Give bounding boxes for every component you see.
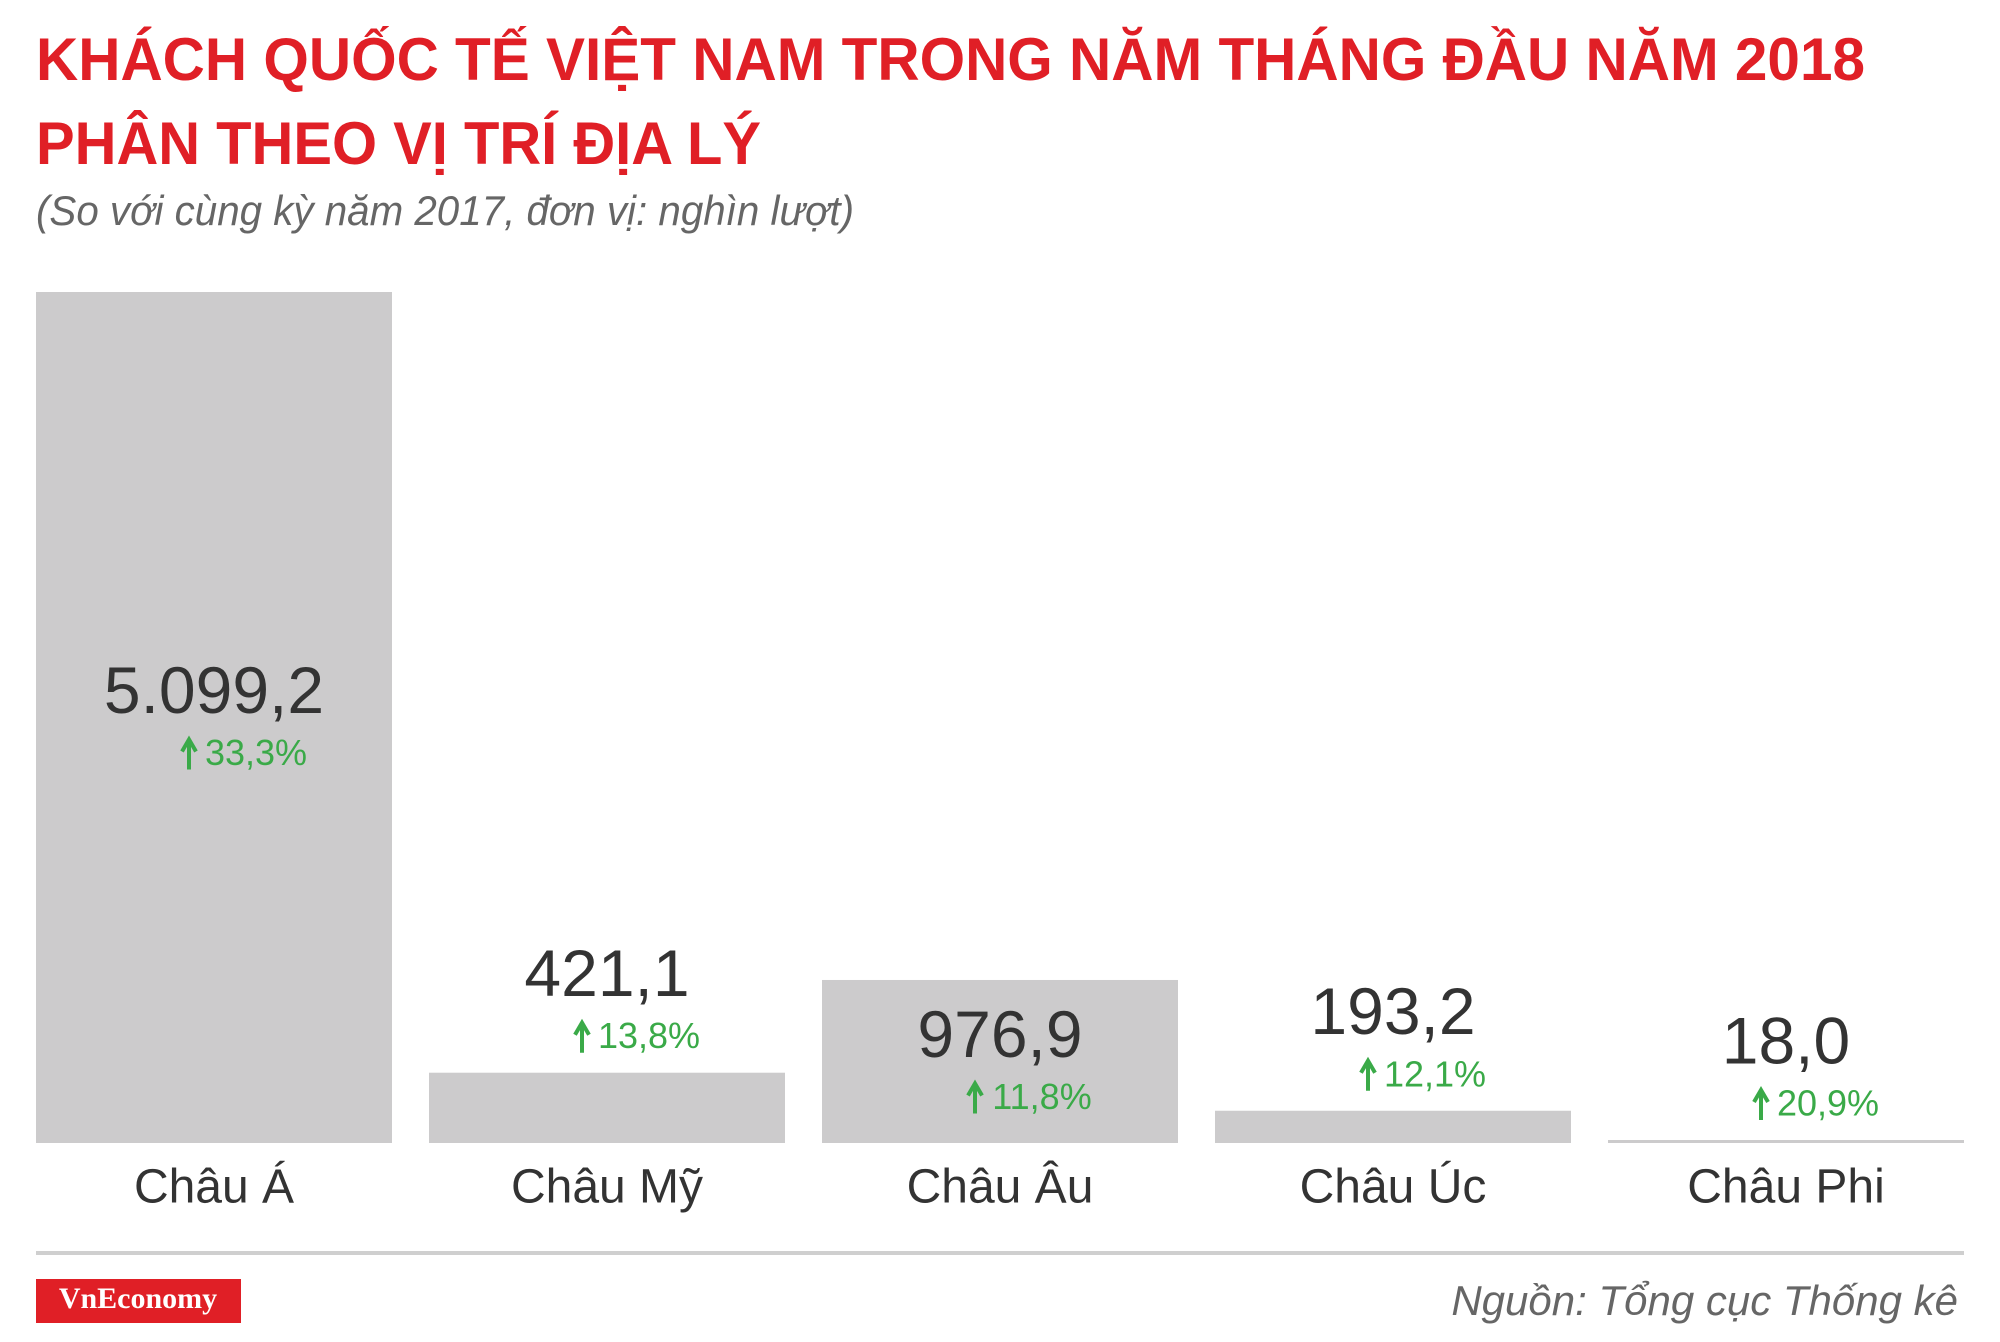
x-tick-label: Châu Phi (1687, 1161, 1884, 1214)
change-label: 33,3% (205, 732, 307, 773)
logo: VnEconomy (59, 1282, 217, 1315)
up-arrow (966, 1079, 984, 1114)
bar (1608, 1139, 1964, 1143)
logo-box (36, 1279, 241, 1323)
source: Nguồn: Tổng cục Thống kê (1451, 1277, 1958, 1324)
value-label: 976,9 (917, 997, 1082, 1071)
bar (822, 979, 1178, 1143)
change-label: 11,8% (992, 1076, 1091, 1117)
bar (36, 292, 392, 1143)
x-tick-label: Châu Âu (907, 1161, 1094, 1214)
change-label: 13,8% (598, 1015, 700, 1056)
up-arrow (573, 1018, 591, 1053)
x-tick-label: Châu Á (134, 1161, 294, 1214)
bar (1215, 1110, 1571, 1143)
up-arrow (1359, 1056, 1377, 1091)
x-tick-label: Châu Mỹ (511, 1161, 703, 1214)
bar (429, 1072, 785, 1143)
value-label: 193,2 (1310, 974, 1475, 1048)
value-label: 421,1 (524, 936, 689, 1010)
chart-title: PHÂN THEO VỊ TRÍ ĐỊA LÝ (36, 110, 761, 177)
up-arrow (180, 735, 198, 770)
value-label: 5.099,2 (104, 653, 324, 727)
change-label: 20,9% (1777, 1083, 1879, 1124)
chart-title: KHÁCH QUỐC TẾ VIỆT NAM TRONG NĂM THÁNG Đ… (36, 26, 1865, 93)
value-label: 18,0 (1722, 1003, 1850, 1077)
change-label: 12,1% (1384, 1053, 1486, 1094)
chart-subtitle: (So với cùng kỳ năm 2017, đơn vị: nghìn … (36, 187, 854, 234)
up-arrow (1752, 1086, 1770, 1120)
x-tick-label: Châu Úc (1300, 1160, 1487, 1214)
